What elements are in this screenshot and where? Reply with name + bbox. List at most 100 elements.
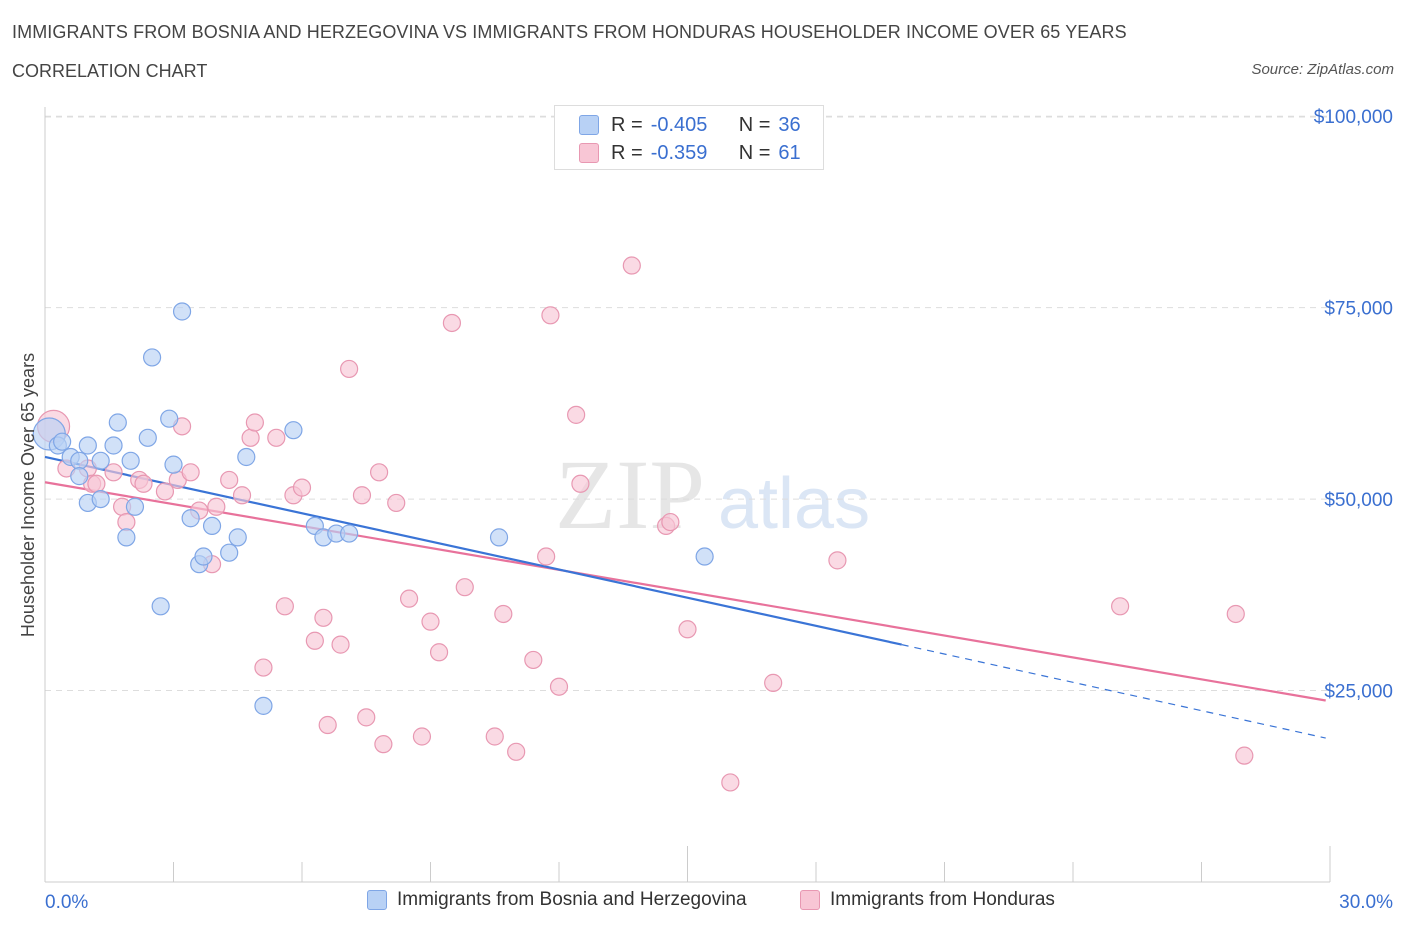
point-honduras — [1226, 604, 1245, 624]
legend-n-value-honduras: 61 — [778, 141, 801, 164]
point-honduras — [524, 650, 543, 670]
point-honduras — [104, 463, 123, 482]
point-honduras — [549, 677, 569, 696]
point-bosnia — [220, 543, 239, 562]
point-honduras — [541, 306, 560, 325]
point-bosnia — [172, 302, 192, 321]
point-honduras — [340, 359, 359, 379]
point-bosnia — [695, 547, 714, 566]
point-honduras — [134, 474, 153, 493]
point-honduras — [305, 631, 324, 650]
x-tick-label-min: 0.0% — [45, 892, 88, 913]
point-bosnia — [151, 597, 170, 616]
point-honduras — [571, 474, 590, 493]
stats-legend: R = -0.405 N = 36 R = -0.359 N = 61 — [554, 105, 824, 170]
point-honduras — [622, 256, 641, 275]
point-bosnia — [202, 516, 222, 536]
bottom-legend-label-honduras: Immigrants from Honduras — [830, 889, 1055, 910]
point-bosnia — [121, 451, 140, 470]
point-bosnia — [284, 421, 303, 440]
point-bosnia — [117, 528, 136, 547]
point-bosnia — [340, 524, 359, 543]
legend-n-label: N = — [738, 113, 771, 136]
legend-n-value-bosnia: 36 — [778, 113, 801, 136]
point-honduras — [387, 493, 406, 513]
x-tick-label-max: 30.0% — [1339, 892, 1393, 913]
point-honduras — [764, 673, 783, 692]
point-honduras — [374, 735, 393, 754]
point-honduras — [87, 474, 106, 493]
point-bosnia — [138, 428, 157, 447]
watermark-zip: ZIP — [555, 439, 705, 550]
point-honduras — [1235, 746, 1254, 765]
chart-title: IMMIGRANTS FROM BOSNIA AND HERZEGOVINA V… — [12, 22, 1127, 42]
point-bosnia — [78, 436, 97, 455]
point-honduras — [485, 727, 504, 746]
point-honduras — [399, 589, 419, 608]
point-honduras — [241, 428, 260, 447]
source-credit: Source: ZipAtlas.com — [1251, 61, 1394, 78]
legend-r-value-honduras: -0.359 — [650, 141, 708, 164]
bottom-legend-swatch-honduras — [800, 890, 820, 910]
point-honduras — [314, 608, 333, 627]
y-tick-label: $75,000 — [1324, 299, 1393, 320]
trend-line-honduras — [44, 481, 1326, 702]
legend-row-honduras: R = -0.359 N = 61 — [579, 141, 801, 165]
legend-r-label: R = — [611, 113, 643, 136]
point-honduras — [507, 742, 526, 761]
trend-lines — [44, 455, 1326, 739]
point-bosnia — [254, 696, 273, 715]
point-bosnia — [70, 451, 89, 470]
legend-row-bosnia: R = -0.405 N = 36 — [579, 113, 801, 137]
bottom-legend-swatch-bosnia — [367, 890, 387, 910]
point-honduras — [661, 512, 680, 532]
point-bosnia — [228, 528, 247, 547]
axes — [44, 107, 1331, 883]
legend-swatch-bosnia — [579, 115, 599, 135]
point-honduras — [220, 470, 239, 490]
point-bosnia — [164, 455, 183, 474]
legend-r-value-bosnia: -0.405 — [650, 113, 708, 136]
point-honduras — [318, 715, 337, 735]
point-bosnia — [160, 409, 179, 428]
point-honduras — [275, 597, 294, 616]
point-bosnia — [108, 413, 127, 432]
watermark: ZIP atlas — [555, 439, 870, 550]
bottom-legend-honduras: Immigrants from Honduras — [800, 889, 1055, 911]
legend-n-label: N = — [738, 141, 771, 164]
point-honduras — [370, 463, 389, 482]
point-honduras — [494, 604, 513, 624]
point-honduras — [117, 512, 136, 532]
tick-labels: $25,000 $50,000 $75,000 $100,000 0.0% 30.0% — [45, 107, 1393, 913]
point-honduras — [455, 578, 474, 597]
point-bosnia — [53, 432, 72, 451]
gridlines — [45, 115, 1330, 692]
point-honduras — [207, 497, 226, 516]
point-honduras — [357, 708, 376, 727]
point-bosnia — [104, 436, 123, 455]
point-honduras — [245, 413, 264, 432]
point-bosnia — [181, 509, 200, 528]
point-honduras — [254, 658, 273, 677]
chart-subtitle: CORRELATION CHART — [12, 61, 208, 81]
point-bosnia — [237, 447, 256, 467]
point-honduras — [721, 773, 740, 792]
point-honduras — [155, 482, 175, 501]
point-honduras — [232, 486, 252, 505]
point-honduras — [567, 405, 586, 424]
point-honduras — [292, 478, 312, 497]
point-bosnia — [91, 451, 110, 470]
bottom-legend-bosnia: Immigrants from Bosnia and Herzegovina — [367, 889, 747, 911]
point-honduras — [267, 428, 286, 447]
point-honduras — [429, 643, 449, 662]
point-bosnia — [70, 467, 89, 486]
point-honduras — [412, 727, 432, 746]
point-honduras — [442, 313, 462, 333]
point-honduras — [181, 463, 200, 482]
trend-line-bosnia-extension — [901, 644, 1326, 739]
y-axis-label: Householder Income Over 65 years — [18, 353, 38, 637]
point-bosnia — [142, 348, 162, 367]
y-tick-label: $100,000 — [1314, 107, 1393, 128]
point-honduras — [352, 486, 372, 505]
